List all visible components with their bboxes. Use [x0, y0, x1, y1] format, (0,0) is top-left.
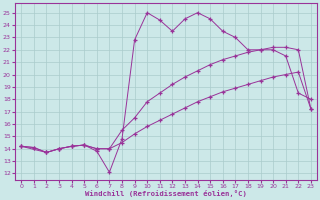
X-axis label: Windchill (Refroidissement éolien,°C): Windchill (Refroidissement éolien,°C) [85, 190, 247, 197]
